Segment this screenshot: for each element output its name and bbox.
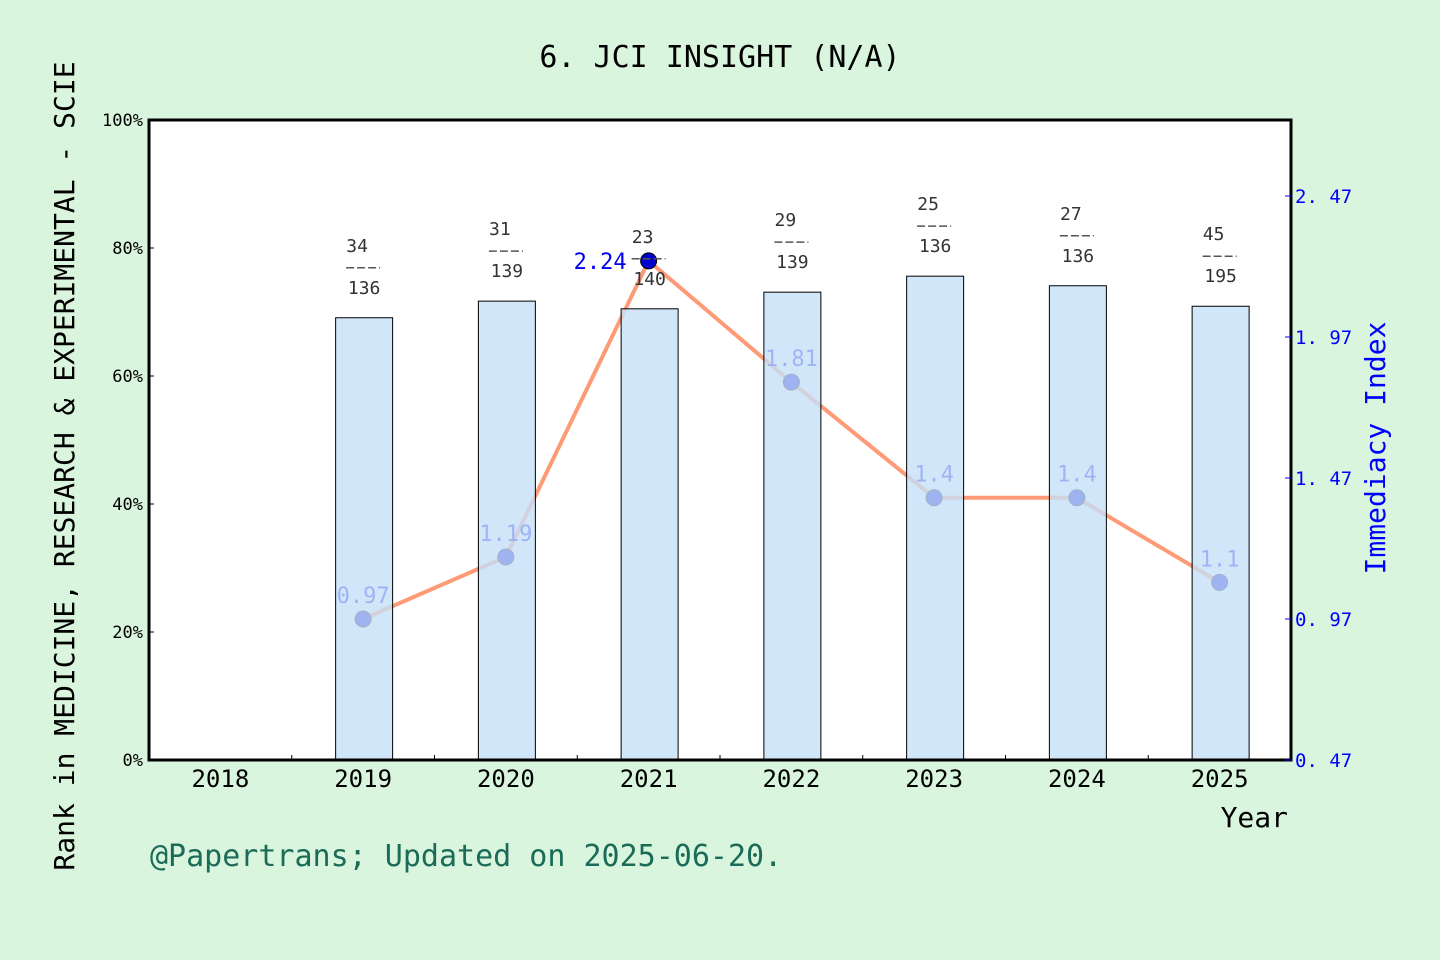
line-value-label: 2.24 bbox=[574, 250, 627, 275]
right-axis-label: Immediacy Index bbox=[1359, 322, 1392, 575]
right-tick-label: 1. 97 bbox=[1295, 327, 1352, 349]
right-tick-label: 0. 97 bbox=[1295, 609, 1352, 631]
total-label: 136 bbox=[1062, 246, 1095, 267]
total-label: 136 bbox=[919, 236, 952, 257]
plot-area bbox=[149, 120, 1291, 760]
left-tick-label: 20% bbox=[112, 623, 143, 643]
total-label: 140 bbox=[633, 269, 666, 290]
left-tick-label: 60% bbox=[112, 367, 143, 387]
footer-credit: @Papertrans; Updated on 2025-06-20. bbox=[150, 839, 782, 874]
bar bbox=[906, 275, 965, 761]
bar bbox=[1048, 285, 1107, 761]
total-label: 139 bbox=[776, 252, 809, 273]
x-tick-label: 2022 bbox=[762, 765, 820, 793]
total-label: 136 bbox=[348, 278, 381, 299]
left-tick-label: 80% bbox=[112, 239, 143, 259]
rank-label: 45 bbox=[1203, 224, 1225, 245]
bar bbox=[477, 300, 536, 761]
x-tick-label: 2024 bbox=[1048, 765, 1106, 793]
bar bbox=[763, 291, 822, 761]
left-tick-label: 40% bbox=[112, 495, 143, 515]
left-tick-label: 0% bbox=[123, 751, 143, 771]
rank-label: 34 bbox=[346, 236, 368, 257]
x-tick-label: 2019 bbox=[334, 765, 392, 793]
left-axis-label: Rank in MEDICINE, RESEARCH & EXPERIMENTA… bbox=[48, 61, 81, 870]
total-label: 195 bbox=[1204, 266, 1237, 287]
chart-title: 6. JCI INSIGHT (N/A) bbox=[539, 40, 900, 75]
x-tick-label: 2025 bbox=[1191, 765, 1249, 793]
rank-label: 29 bbox=[775, 210, 797, 231]
right-tick-label: 0. 47 bbox=[1295, 750, 1352, 772]
right-tick-label: 2. 47 bbox=[1295, 186, 1352, 208]
x-tick-label: 2023 bbox=[905, 765, 963, 793]
x-tick-label: 2018 bbox=[191, 765, 249, 793]
x-axis-label: Year bbox=[1221, 801, 1288, 834]
total-label: 139 bbox=[491, 261, 524, 282]
line-point bbox=[640, 252, 658, 270]
rank-label: 27 bbox=[1060, 204, 1082, 225]
x-tick-label: 2020 bbox=[477, 765, 535, 793]
x-tick-label: 2021 bbox=[620, 765, 678, 793]
rank-label: 23 bbox=[632, 227, 654, 248]
left-tick-label: 100% bbox=[102, 111, 143, 131]
rank-label: 31 bbox=[489, 219, 511, 240]
bar bbox=[620, 308, 679, 761]
bar bbox=[335, 317, 394, 761]
rank-label: 25 bbox=[917, 194, 939, 215]
bar bbox=[1191, 305, 1250, 761]
right-tick-label: 1. 47 bbox=[1295, 468, 1352, 490]
